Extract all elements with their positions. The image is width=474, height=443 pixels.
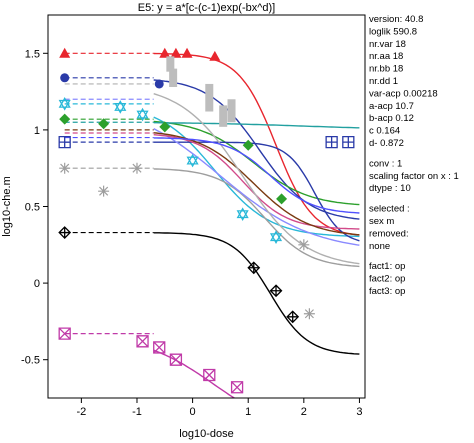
data-point — [98, 118, 110, 130]
x-tick-label: -2 — [76, 406, 86, 418]
data-point — [59, 162, 71, 174]
panel-line: nr.aa 18 — [369, 51, 403, 62]
panel-line: nr.var 18 — [369, 39, 406, 50]
panel-line: dtype : 10 — [369, 183, 411, 194]
panel-line: selected : — [369, 204, 410, 215]
data-point — [342, 136, 355, 149]
panel-line: b-acp 0.12 — [369, 113, 414, 124]
data-point — [242, 139, 254, 151]
fitted-curves — [64, 52, 360, 399]
data-point — [58, 327, 71, 340]
data-point — [58, 97, 71, 111]
fitted-curve — [153, 141, 360, 242]
fitted-curve — [153, 122, 360, 129]
grey-bar-marker — [166, 56, 175, 72]
x-tick-label: 3 — [356, 406, 362, 418]
grey-bar-marker — [219, 105, 228, 127]
panel-line: sex m — [369, 216, 394, 227]
data-point — [170, 47, 182, 58]
fitted-curve — [153, 120, 360, 206]
grey-bar-marker — [227, 99, 236, 123]
data-point — [58, 226, 72, 239]
x-tick-label: 1 — [245, 406, 251, 418]
panel-line: a-acp 10.7 — [369, 101, 414, 112]
data-point — [114, 100, 127, 114]
plot-frame — [47, 14, 366, 399]
y-tick-label: 1.5 — [25, 48, 40, 60]
data-point — [159, 121, 171, 133]
data-point — [325, 136, 338, 149]
fitted-curve — [153, 134, 360, 230]
panel-line: scaling factor on x : 1 — [369, 171, 459, 182]
data-point — [60, 73, 70, 83]
panel-line: conv : 1 — [369, 158, 402, 169]
x-tick-label: 2 — [301, 406, 307, 418]
data-point — [59, 47, 71, 58]
panel-line: c 0.164 — [369, 126, 400, 137]
chart-title: E5: y = a*[c-(c-1)exp(-bx^d)] — [138, 2, 276, 14]
data-point — [298, 239, 310, 251]
data-point — [159, 47, 171, 58]
x-tick-label: -1 — [132, 406, 142, 418]
data-point — [269, 230, 283, 244]
data-point — [59, 113, 71, 125]
data-point — [136, 335, 149, 348]
panel-line: none — [369, 241, 390, 252]
data-point — [98, 185, 110, 197]
data-point — [209, 50, 221, 61]
data-point — [203, 368, 216, 382]
data-point — [276, 193, 288, 205]
fitted-curve — [153, 137, 360, 214]
data-point — [286, 310, 300, 324]
data-point — [58, 136, 71, 149]
y-axis-title: log10-che.m — [1, 176, 13, 237]
panel-line: d- 0.872 — [369, 138, 404, 149]
fitted-curve — [153, 116, 360, 238]
data-point — [303, 308, 315, 320]
panel-line: fact1: op — [369, 261, 405, 272]
data-point — [236, 207, 249, 221]
panel-line: var-acp 0.00218 — [369, 88, 438, 99]
data-points — [58, 47, 355, 394]
axes: -2 -1 0 1 2 3 -0.5 0 0.5 1 1.5 — [21, 48, 362, 418]
data-point — [136, 107, 149, 122]
panel-line: nr.dd 1 — [369, 76, 398, 87]
y-tick-label: 1 — [34, 125, 40, 137]
data-point — [269, 284, 283, 298]
panel-line: fact2: op — [369, 274, 405, 285]
fitted-curve — [153, 349, 235, 399]
data-point — [131, 162, 143, 174]
fitted-curve — [153, 232, 360, 355]
y-tick-label: -0.5 — [21, 355, 40, 367]
y-tick-label: 0 — [34, 278, 40, 290]
grey-bar-marker — [169, 68, 178, 88]
panel-line: version: 40.8 — [369, 14, 423, 25]
data-point — [181, 47, 193, 58]
x-tick-label: 0 — [190, 406, 196, 418]
fitted-curve — [153, 93, 360, 265]
data-point — [169, 353, 183, 366]
fitted-curve — [153, 127, 360, 246]
x-axis-title: log10-dose — [179, 428, 233, 440]
grey-bar-marker — [205, 83, 214, 112]
data-point — [230, 381, 244, 394]
data-point — [247, 261, 261, 275]
fitted-curve — [153, 168, 360, 268]
panel-line: nr.bb 18 — [369, 64, 403, 75]
data-point — [153, 341, 166, 354]
panel-line: removed: — [369, 228, 409, 239]
panel-line: fact3: op — [369, 286, 405, 297]
data-point — [154, 79, 164, 89]
y-tick-label: 0.5 — [25, 202, 40, 214]
panel-line: loglik 590.8 — [369, 26, 417, 37]
data-point — [186, 153, 199, 168]
